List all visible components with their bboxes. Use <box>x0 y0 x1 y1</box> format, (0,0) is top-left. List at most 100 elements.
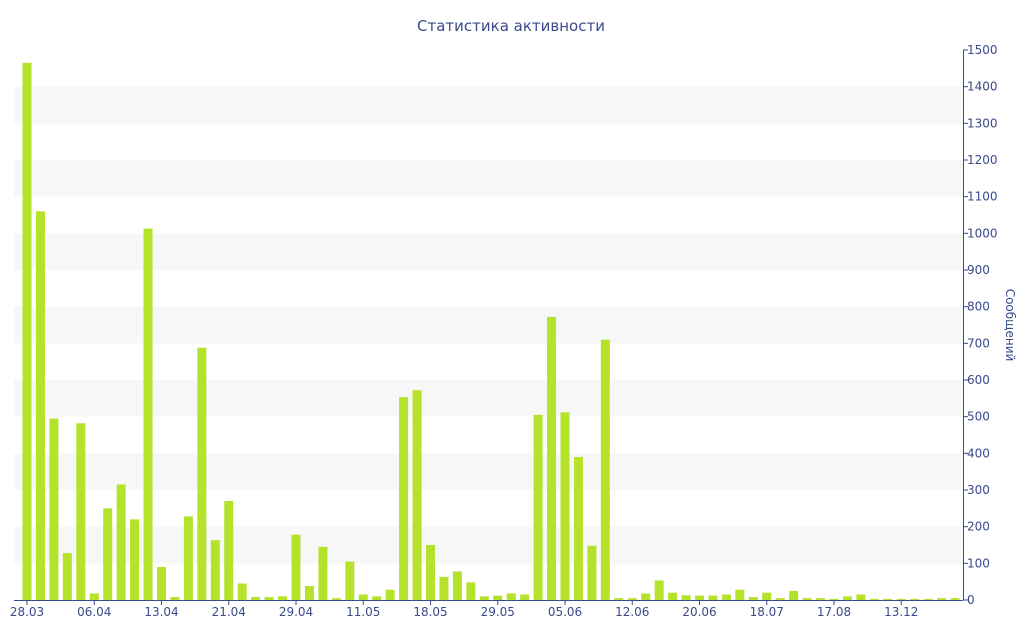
y-tick-label: 600 <box>967 373 990 387</box>
bar <box>130 519 140 600</box>
y-tick-label: 1100 <box>967 190 998 204</box>
bar <box>170 597 180 600</box>
bar <box>708 595 718 600</box>
bar <box>116 484 126 600</box>
bar <box>251 597 261 600</box>
bar <box>856 594 866 600</box>
grid-band <box>14 160 963 197</box>
y-tick-label: 300 <box>967 483 990 497</box>
x-tick-label: 11.05 <box>346 605 380 619</box>
axes <box>14 50 964 601</box>
x-tick-label: 12.06 <box>615 605 649 619</box>
bar <box>493 595 503 600</box>
bar <box>896 598 906 600</box>
x-tick-label: 13.04 <box>144 605 178 619</box>
bar <box>816 598 826 600</box>
x-tick-label: 17.08 <box>817 605 851 619</box>
bar <box>399 397 409 600</box>
y-tick-label: 200 <box>967 520 990 534</box>
bar <box>331 598 341 600</box>
bar <box>291 534 301 600</box>
grid-band <box>14 453 963 490</box>
bar <box>385 589 395 600</box>
x-tick-label: 18.07 <box>750 605 784 619</box>
y-tick-label: 500 <box>967 410 990 424</box>
y-tick-label: 0 <box>967 593 975 607</box>
x-tick-label: 06.04 <box>77 605 111 619</box>
x-tick-label: 28.03 <box>10 605 44 619</box>
bar <box>358 594 368 600</box>
y-tick-label: 1400 <box>967 80 998 94</box>
bar <box>197 347 207 600</box>
bar <box>304 586 314 600</box>
y-tick-label: 400 <box>967 446 990 460</box>
bar <box>560 412 570 600</box>
bar <box>345 561 355 600</box>
bar <box>654 580 664 600</box>
grid-band <box>14 86 963 124</box>
bar <box>452 571 462 600</box>
bar <box>937 598 947 600</box>
grid-band <box>14 526 963 564</box>
y-tick-label: 100 <box>967 556 990 570</box>
bar <box>789 590 799 600</box>
bar <box>426 545 435 600</box>
bar <box>103 508 113 600</box>
bar <box>668 592 678 600</box>
y-tick-label: 1300 <box>967 116 998 130</box>
grid-bands <box>14 86 963 564</box>
bar <box>506 593 516 600</box>
bar <box>479 596 489 600</box>
bar <box>802 598 812 600</box>
bar <box>143 228 153 600</box>
bar <box>842 596 852 600</box>
bar <box>681 595 691 600</box>
bar <box>22 62 32 600</box>
bar <box>721 594 731 600</box>
y-tick-label: 1500 <box>967 43 998 57</box>
bar <box>950 598 960 600</box>
x-tick-labels: 28.03 06.04 13.04 21.04 29.04 11.05 18.05 29.05… <box>10 600 918 619</box>
x-tick-label: 05.06 <box>548 605 582 619</box>
bar <box>775 598 785 600</box>
bar <box>76 423 86 600</box>
bar <box>587 545 597 600</box>
bar <box>627 598 637 600</box>
bar <box>762 592 772 600</box>
bar-series <box>22 62 960 600</box>
bar <box>883 598 893 600</box>
x-tick-label: 13.12 <box>884 605 918 619</box>
bar <box>520 594 530 600</box>
bar <box>89 593 99 600</box>
grid-band <box>14 380 963 417</box>
x-tick-label: 20.06 <box>682 605 716 619</box>
bar <box>547 316 557 600</box>
bar <box>829 598 839 600</box>
y-tick-label: 700 <box>967 336 990 350</box>
bar <box>614 598 624 600</box>
bar <box>695 595 704 600</box>
bar <box>439 576 449 600</box>
bar <box>412 390 422 600</box>
bar <box>869 598 879 600</box>
x-tick-label: 29.04 <box>279 605 313 619</box>
bar <box>923 598 933 600</box>
y-tick-label: 900 <box>967 263 990 277</box>
chart-title: Статистика активности <box>417 17 605 35</box>
y-axis-label: Сообщений <box>1003 289 1017 362</box>
bar <box>748 597 758 600</box>
bar <box>62 553 72 600</box>
grid-band <box>14 306 963 344</box>
bar <box>600 339 610 600</box>
bar <box>210 540 220 600</box>
bar <box>35 211 45 600</box>
bar <box>264 597 274 600</box>
bar <box>237 583 247 600</box>
bar <box>157 567 166 600</box>
x-tick-label: 29.05 <box>481 605 515 619</box>
bar <box>224 501 234 600</box>
bar <box>735 589 745 600</box>
bar <box>910 598 920 600</box>
